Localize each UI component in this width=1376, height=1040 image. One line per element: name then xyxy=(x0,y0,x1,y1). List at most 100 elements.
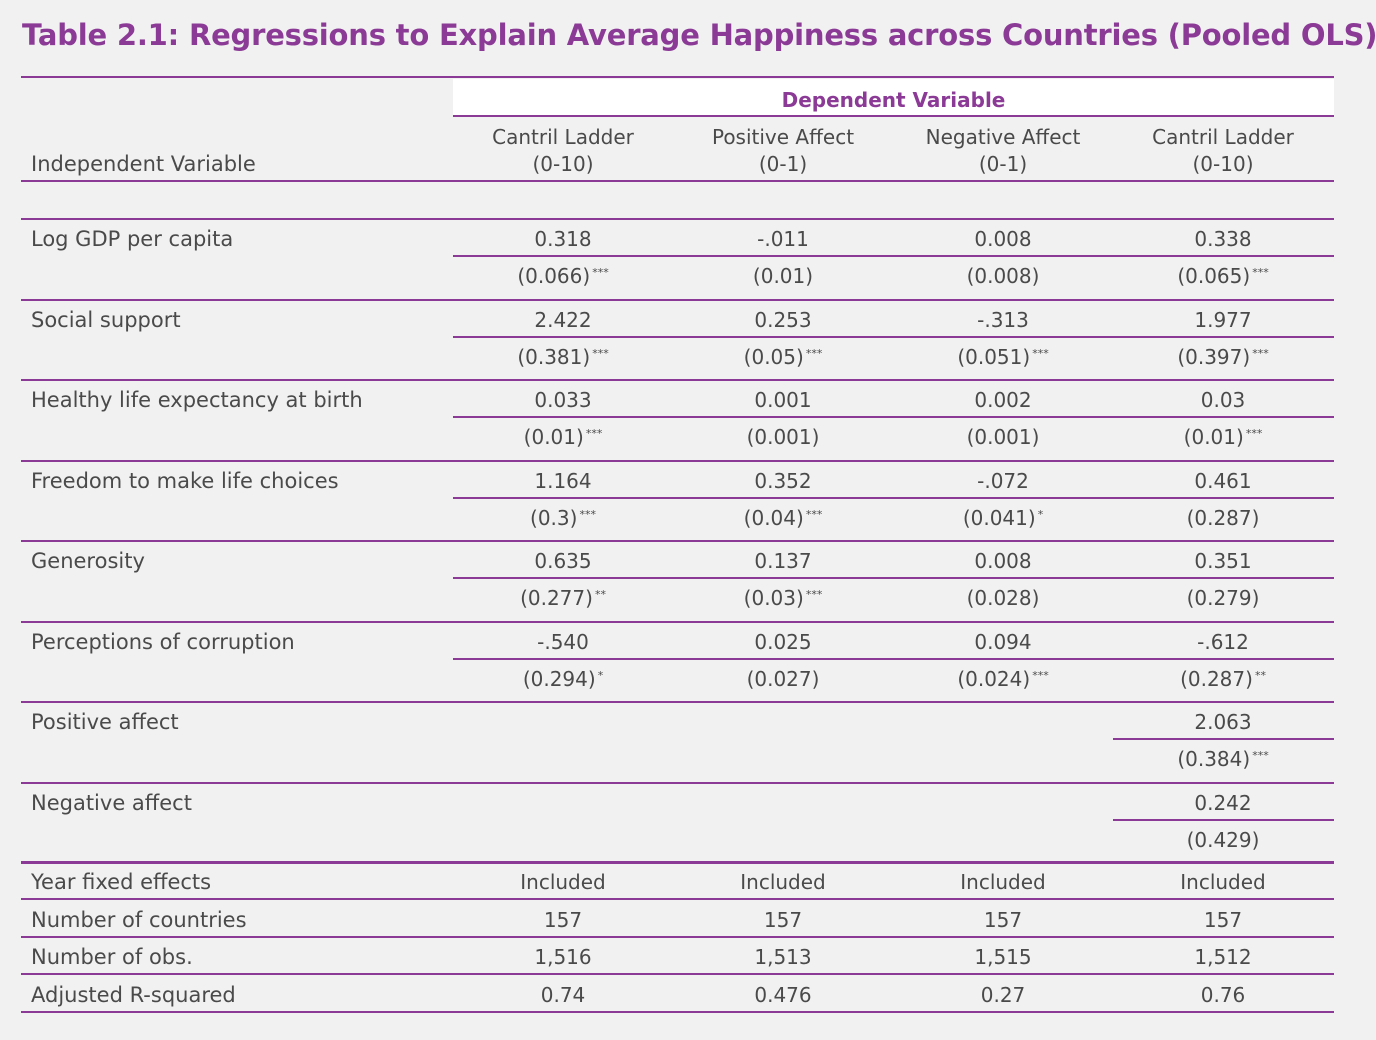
summary-value: Included xyxy=(740,870,826,894)
standard-error-value: (0.051) *** xyxy=(957,344,1049,369)
coefficient-value: 0.137 xyxy=(754,549,812,573)
row-group-rule xyxy=(21,379,1334,381)
column-header-name: Cantril Ladder xyxy=(492,125,634,149)
coefficient-rule xyxy=(453,657,1334,660)
summary-value: 157 xyxy=(763,908,803,932)
significance-stars: *** xyxy=(1245,427,1263,440)
coefficient-rule xyxy=(453,496,1334,499)
summary-value: 1,515 xyxy=(974,945,1032,969)
summary-rule xyxy=(21,936,1334,938)
standard-error-value: (0.01) xyxy=(752,264,814,288)
row-group-rule xyxy=(21,701,1334,703)
summary-value: 0.27 xyxy=(980,983,1026,1007)
summary-value: 157 xyxy=(983,908,1023,932)
coefficient-value: 1.977 xyxy=(1194,307,1252,332)
standard-error-value: (0.024) *** xyxy=(957,666,1049,691)
coefficient-value: 0.461 xyxy=(1194,468,1252,493)
row-label: Perceptions of corruption xyxy=(31,629,295,654)
standard-error-value: (0.03) *** xyxy=(743,586,823,610)
title-rule xyxy=(21,76,1334,78)
row-label: Generosity xyxy=(31,549,145,573)
coefficient-rule xyxy=(453,255,1334,257)
standard-error-value: (0.287) ** xyxy=(1180,666,1266,691)
coefficient-value: 0.094 xyxy=(974,629,1032,654)
coefficient-value: 0.635 xyxy=(534,549,592,573)
coefficient-value: -.313 xyxy=(977,307,1029,332)
coefficient-value: 0.001 xyxy=(754,388,812,412)
column-header-name: Positive Affect xyxy=(711,125,855,149)
summary-label: Adjusted R-squared xyxy=(31,983,236,1007)
significance-stars: ** xyxy=(1254,668,1266,682)
standard-error-value: (0.041) * xyxy=(962,505,1044,530)
coefficient-rule xyxy=(453,416,1334,418)
column-header-name: Cantril Ladder xyxy=(1152,125,1294,149)
standard-error-value: (0.01) *** xyxy=(523,425,603,449)
summary-label: Year fixed effects xyxy=(31,870,212,894)
coefficient-value: 0.033 xyxy=(534,388,592,412)
significance-stars: *** xyxy=(805,588,823,601)
row-label: Social support xyxy=(31,307,181,332)
row-group-rule xyxy=(21,218,1334,220)
row-label: Freedom to make life choices xyxy=(31,468,339,493)
summary-value: 0.76 xyxy=(1200,983,1246,1007)
coefficient-value: 0.352 xyxy=(754,468,812,493)
column-header-2: Positive Affect (0-1) xyxy=(673,124,893,178)
coefficient-value: 0.253 xyxy=(754,307,812,332)
significance-stars: * xyxy=(1037,507,1044,521)
column-header-3: Negative Affect (0-1) xyxy=(893,124,1113,178)
significance-stars: *** xyxy=(592,266,609,279)
significance-stars: *** xyxy=(805,507,823,521)
standard-error-value: (0.028) xyxy=(966,586,1040,610)
standard-error-value: (0.001) xyxy=(966,425,1040,449)
standard-error-value: (0.381) *** xyxy=(517,344,609,369)
row-group-rule xyxy=(21,298,1334,301)
standard-error-value: (0.001) xyxy=(746,425,820,449)
row-group-rule xyxy=(21,540,1334,542)
coefficient-rule xyxy=(453,335,1334,338)
significance-stars: *** xyxy=(579,507,596,521)
summary-value: Included xyxy=(1180,870,1266,894)
column-header-4: Cantril Ladder (0-10) xyxy=(1113,124,1333,178)
significance-stars: *** xyxy=(1252,346,1269,360)
summary-label: Number of countries xyxy=(31,908,247,932)
summary-value: 0.476 xyxy=(754,983,812,1007)
summary-rule xyxy=(21,973,1334,975)
dependent-variable-label: Dependent Variable xyxy=(781,88,1006,112)
row-label: Negative affect xyxy=(31,790,192,815)
significance-stars: *** xyxy=(1252,266,1269,279)
standard-error-value: (0.066) *** xyxy=(517,264,609,288)
header-rule xyxy=(21,180,1334,182)
table-title: Table 2.1: Regressions to Explain Averag… xyxy=(22,18,1376,52)
standard-error-value: (0.287) xyxy=(1186,505,1260,530)
dependent-variable-header-box xyxy=(453,79,1334,116)
significance-stars: *** xyxy=(805,346,823,360)
standard-error-value: (0.384) *** xyxy=(1177,747,1269,771)
column-header-range: (0-10) xyxy=(1192,152,1254,176)
standard-error-value: (0.3) *** xyxy=(530,505,596,530)
standard-error-value: (0.008) xyxy=(966,264,1040,288)
coefficient-value: 2.063 xyxy=(1194,710,1252,734)
coefficient-value: 1.164 xyxy=(534,468,592,493)
independent-variable-label: Independent Variable xyxy=(31,152,256,176)
standard-error-value: (0.04) *** xyxy=(743,505,823,530)
coefficient-value: -.072 xyxy=(977,468,1029,493)
column-header-1: Cantril Ladder (0-10) xyxy=(453,124,673,178)
significance-stars: *** xyxy=(1252,749,1269,762)
standard-error-value: (0.01) *** xyxy=(1183,425,1263,449)
coefficient-value: 0.008 xyxy=(974,549,1032,573)
coefficient-value: 0.03 xyxy=(1200,388,1246,412)
standard-error-value: (0.279) xyxy=(1186,586,1260,610)
coefficient-value: 0.351 xyxy=(1194,549,1252,573)
summary-rule xyxy=(21,1011,1334,1013)
summary-value: 1,516 xyxy=(534,945,592,969)
coefficient-value: 0.338 xyxy=(1194,227,1252,251)
standard-error-value: (0.277) ** xyxy=(520,586,606,610)
column-header-name: Negative Affect xyxy=(925,125,1081,149)
significance-stars: *** xyxy=(592,346,609,360)
column-header-range: (0-10) xyxy=(532,152,594,176)
significance-stars: ** xyxy=(594,588,606,601)
significance-stars: *** xyxy=(585,427,603,440)
standard-error-value: (0.065) *** xyxy=(1177,264,1269,288)
coefficient-value: 2.422 xyxy=(534,307,592,332)
summary-label: Number of obs. xyxy=(31,945,193,969)
